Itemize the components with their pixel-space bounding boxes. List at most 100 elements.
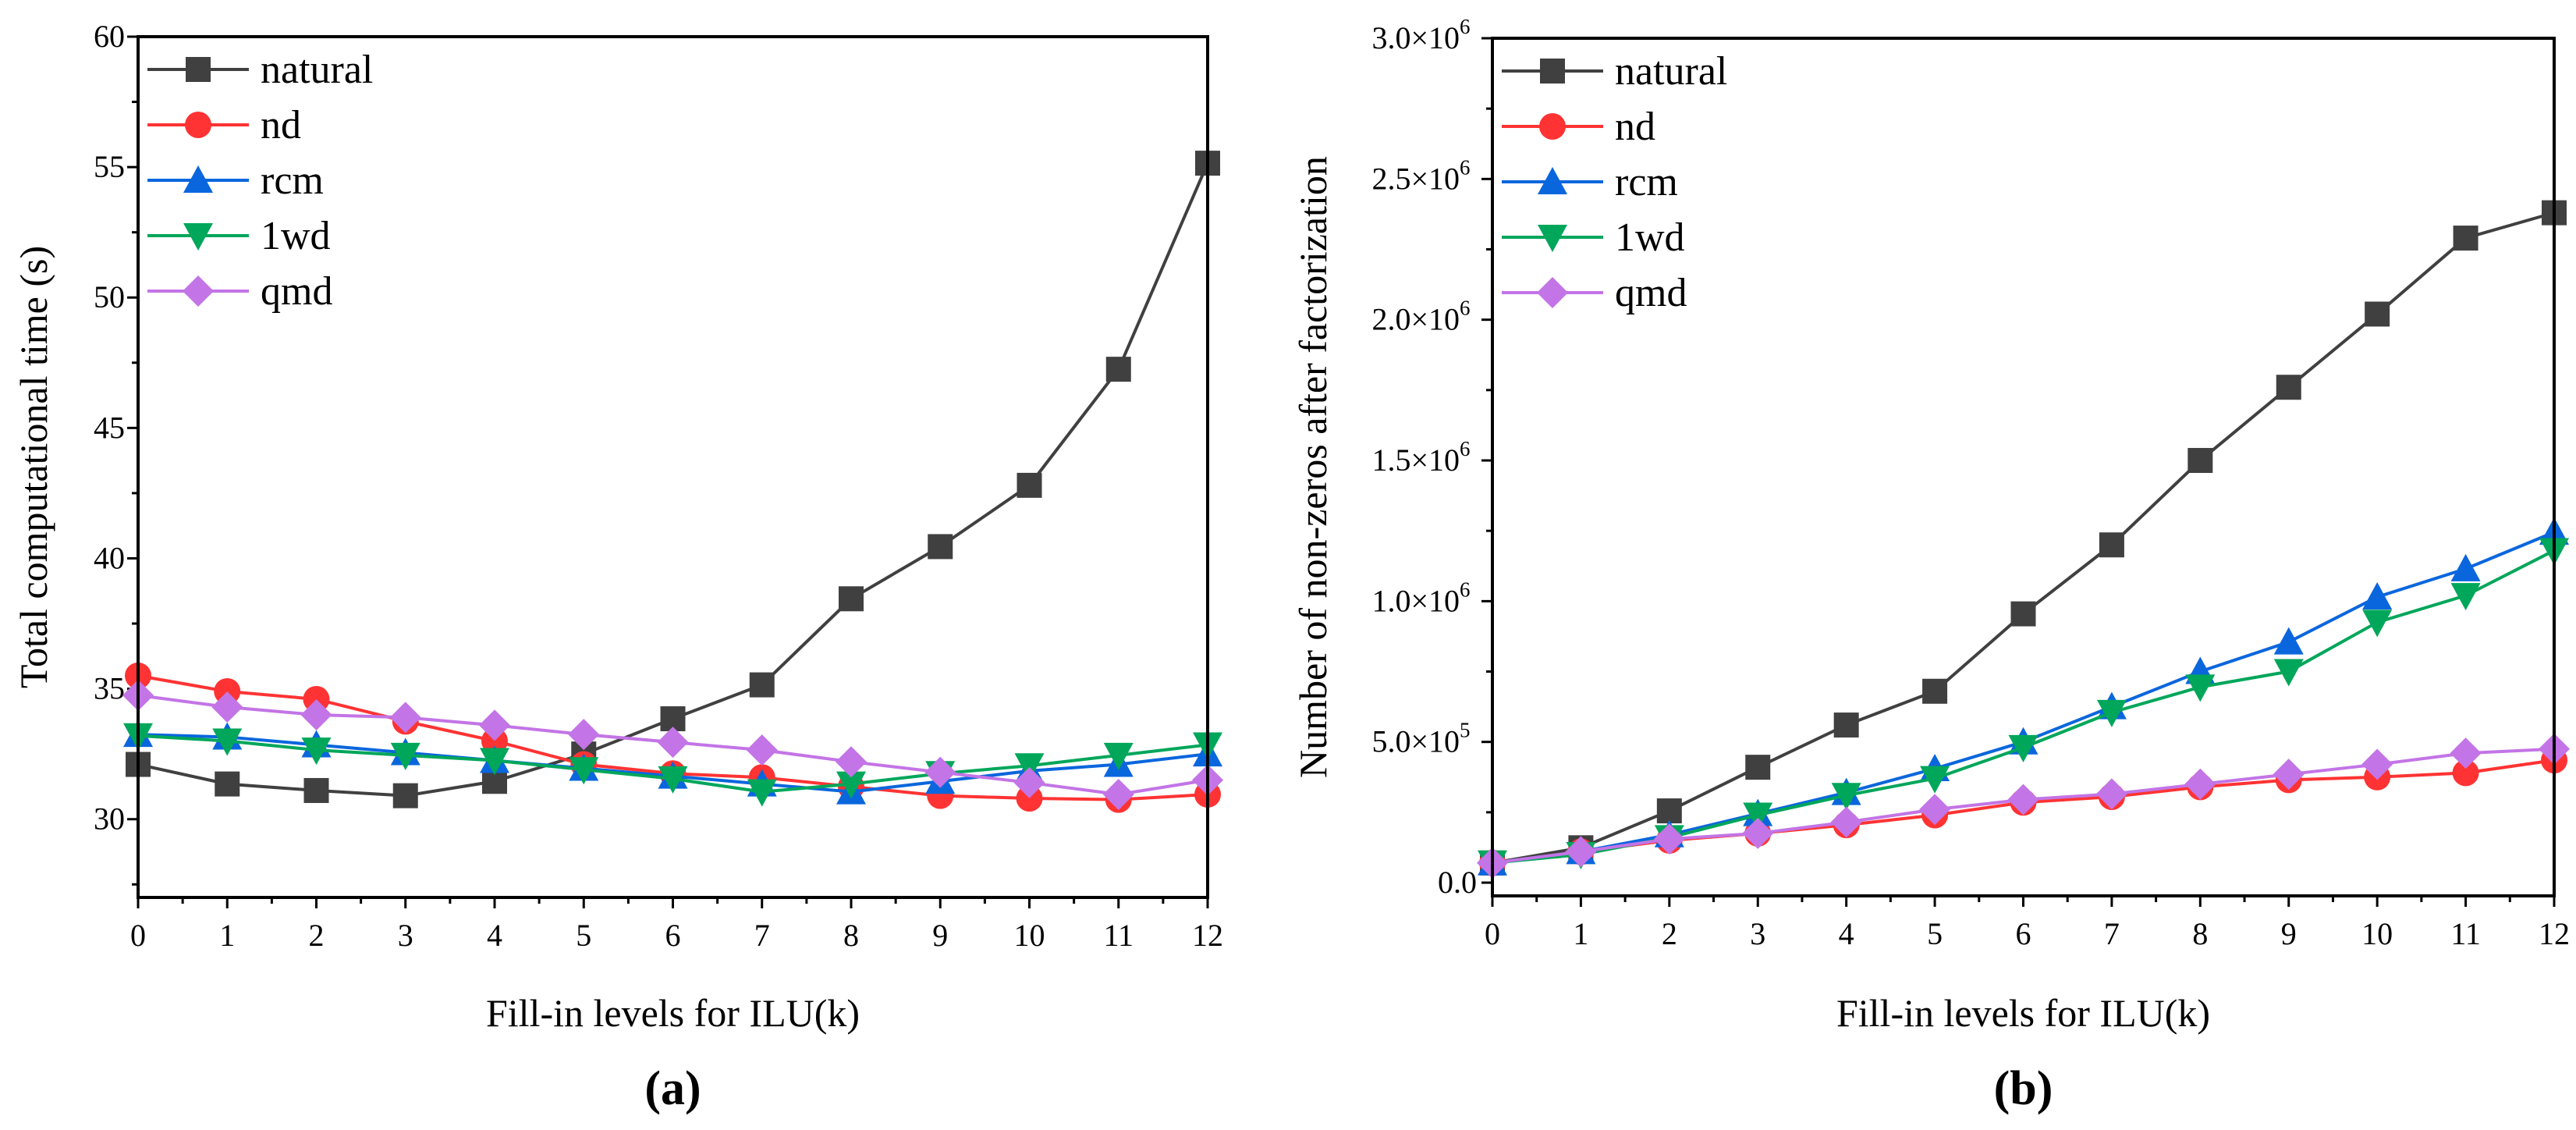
x-tick-label: 0 — [1485, 916, 1500, 951]
data-point-1wd — [2273, 659, 2304, 687]
data-point-natural — [303, 777, 329, 803]
data-point-1wd — [1743, 802, 1773, 830]
x-tick-label: 4 — [1839, 916, 1854, 951]
x-tick-label: 9 — [932, 918, 948, 953]
legend-label-natural: natural — [261, 48, 373, 92]
series-qmd — [1477, 733, 2570, 879]
y-tick-label: 30 — [94, 801, 125, 837]
data-point-natural — [2187, 448, 2213, 474]
y-axis-title: Total computational time (s) — [12, 246, 55, 688]
y-tick-exponent: 6 — [1460, 155, 1471, 179]
legend-label-natural: natural — [1615, 49, 1727, 94]
data-point-qmd — [389, 702, 421, 734]
y-tick-label: 60 — [94, 19, 125, 54]
data-point-rcm — [2362, 581, 2393, 609]
x-tick-label: 8 — [843, 918, 859, 953]
data-point-qmd — [657, 727, 689, 759]
data-point-1wd — [836, 771, 866, 799]
series-line-1wd — [1492, 549, 2555, 865]
data-point-qmd — [1653, 823, 1685, 855]
chart-b: 0 1 2 3 4 5 6 7 8 9 10 11 120.05.0×10 51.0×10 61.5×10 6… — [1291, 15, 2570, 1115]
x-axis-title: Fill-in levels for ILU(k) — [486, 991, 860, 1035]
x-tick-label: 6 — [2016, 916, 2031, 951]
y-tick-label: 45 — [94, 410, 125, 445]
data-point-1wd — [569, 757, 599, 785]
legend-marker-qmd — [183, 275, 214, 307]
data-point-1wd — [658, 766, 688, 794]
legend-label-nd: nd — [1615, 105, 1655, 149]
x-tick-label: 10 — [2361, 916, 2393, 951]
x-tick-label: 11 — [1103, 918, 1134, 953]
series-qmd — [122, 679, 1223, 810]
x-tick-label: 2 — [309, 918, 325, 953]
legend-label-1wd: 1wd — [1615, 215, 1685, 260]
data-point-qmd — [2184, 768, 2216, 800]
legend-marker-1wd — [183, 223, 213, 251]
legend-label-qmd: qmd — [1615, 271, 1687, 315]
data-point-1wd — [301, 737, 332, 766]
y-tick-label: 55 — [94, 149, 125, 184]
y-tick-label: 50 — [94, 279, 125, 314]
y-tick-label: 1.5×10 — [1371, 442, 1460, 478]
data-point-natural — [1017, 472, 1042, 498]
data-point-qmd — [2273, 759, 2305, 791]
legend-label-rcm: rcm — [1615, 160, 1678, 204]
data-point-1wd — [390, 742, 420, 770]
data-point-1wd — [1920, 766, 1950, 794]
data-point-natural — [2453, 226, 2478, 251]
data-point-natural — [928, 534, 953, 560]
x-tick-label: 9 — [2281, 916, 2297, 951]
y-tick-exponent: 6 — [1460, 297, 1471, 320]
x-tick-label: 2 — [1662, 916, 1677, 951]
data-point-natural — [749, 672, 775, 698]
data-point-qmd — [300, 699, 332, 731]
x-tick-label: 7 — [754, 918, 770, 953]
y-tick-exponent: 6 — [1460, 15, 1471, 38]
data-point-qmd — [746, 734, 778, 766]
data-point-nd — [214, 677, 241, 705]
y-axis-title: Number of non-zeros after factorization — [1291, 156, 1335, 778]
plot-frame — [1491, 37, 2556, 897]
data-point-natural — [1656, 798, 1682, 824]
legend-marker-nd — [185, 112, 211, 138]
data-point-qmd — [479, 709, 510, 741]
data-point-nd — [481, 727, 508, 755]
data-point-natural — [2365, 301, 2390, 327]
y-tick-label: 5.0×10 — [1371, 724, 1460, 759]
data-point-1wd — [1014, 753, 1045, 781]
series-1wd — [123, 723, 1222, 807]
data-point-qmd — [2095, 778, 2127, 810]
data-point-qmd — [2361, 748, 2393, 780]
data-point-natural — [1745, 755, 1771, 780]
x-tick-label: 0 — [130, 918, 146, 953]
y-tick-exponent: 6 — [1460, 437, 1471, 460]
x-tick-label: 3 — [398, 918, 413, 953]
y-tick-label: 35 — [94, 671, 125, 706]
data-point-natural — [392, 783, 418, 808]
y-tick-label: 0.0 — [1438, 865, 1477, 900]
panel-label: (b) — [1994, 1062, 2053, 1115]
y-tick-exponent: 6 — [1460, 577, 1471, 601]
plot-frame — [137, 35, 1209, 899]
legend-marker-nd — [1539, 113, 1566, 140]
data-point-qmd — [1565, 836, 1597, 868]
legend-label-rcm: rcm — [261, 158, 324, 203]
data-point-1wd — [212, 728, 243, 756]
data-point-nd — [2452, 759, 2479, 787]
data-point-1wd — [1103, 742, 1134, 770]
data-point-natural — [2276, 375, 2301, 400]
data-point-1wd — [2185, 674, 2216, 702]
x-tick-label: 12 — [2539, 916, 2570, 951]
data-point-qmd — [1919, 794, 1951, 826]
x-tick-label: 12 — [1192, 918, 1223, 953]
data-point-qmd — [1013, 766, 1045, 798]
legend-label-nd: nd — [261, 103, 301, 147]
series-natural — [1480, 200, 2567, 876]
x-tick-label: 6 — [665, 918, 681, 953]
data-point-natural — [1922, 678, 1948, 704]
legend-marker-natural — [186, 57, 211, 82]
data-point-natural — [839, 586, 864, 612]
y-tick-label: 2.0×10 — [1371, 302, 1460, 337]
series-natural — [126, 151, 1220, 808]
